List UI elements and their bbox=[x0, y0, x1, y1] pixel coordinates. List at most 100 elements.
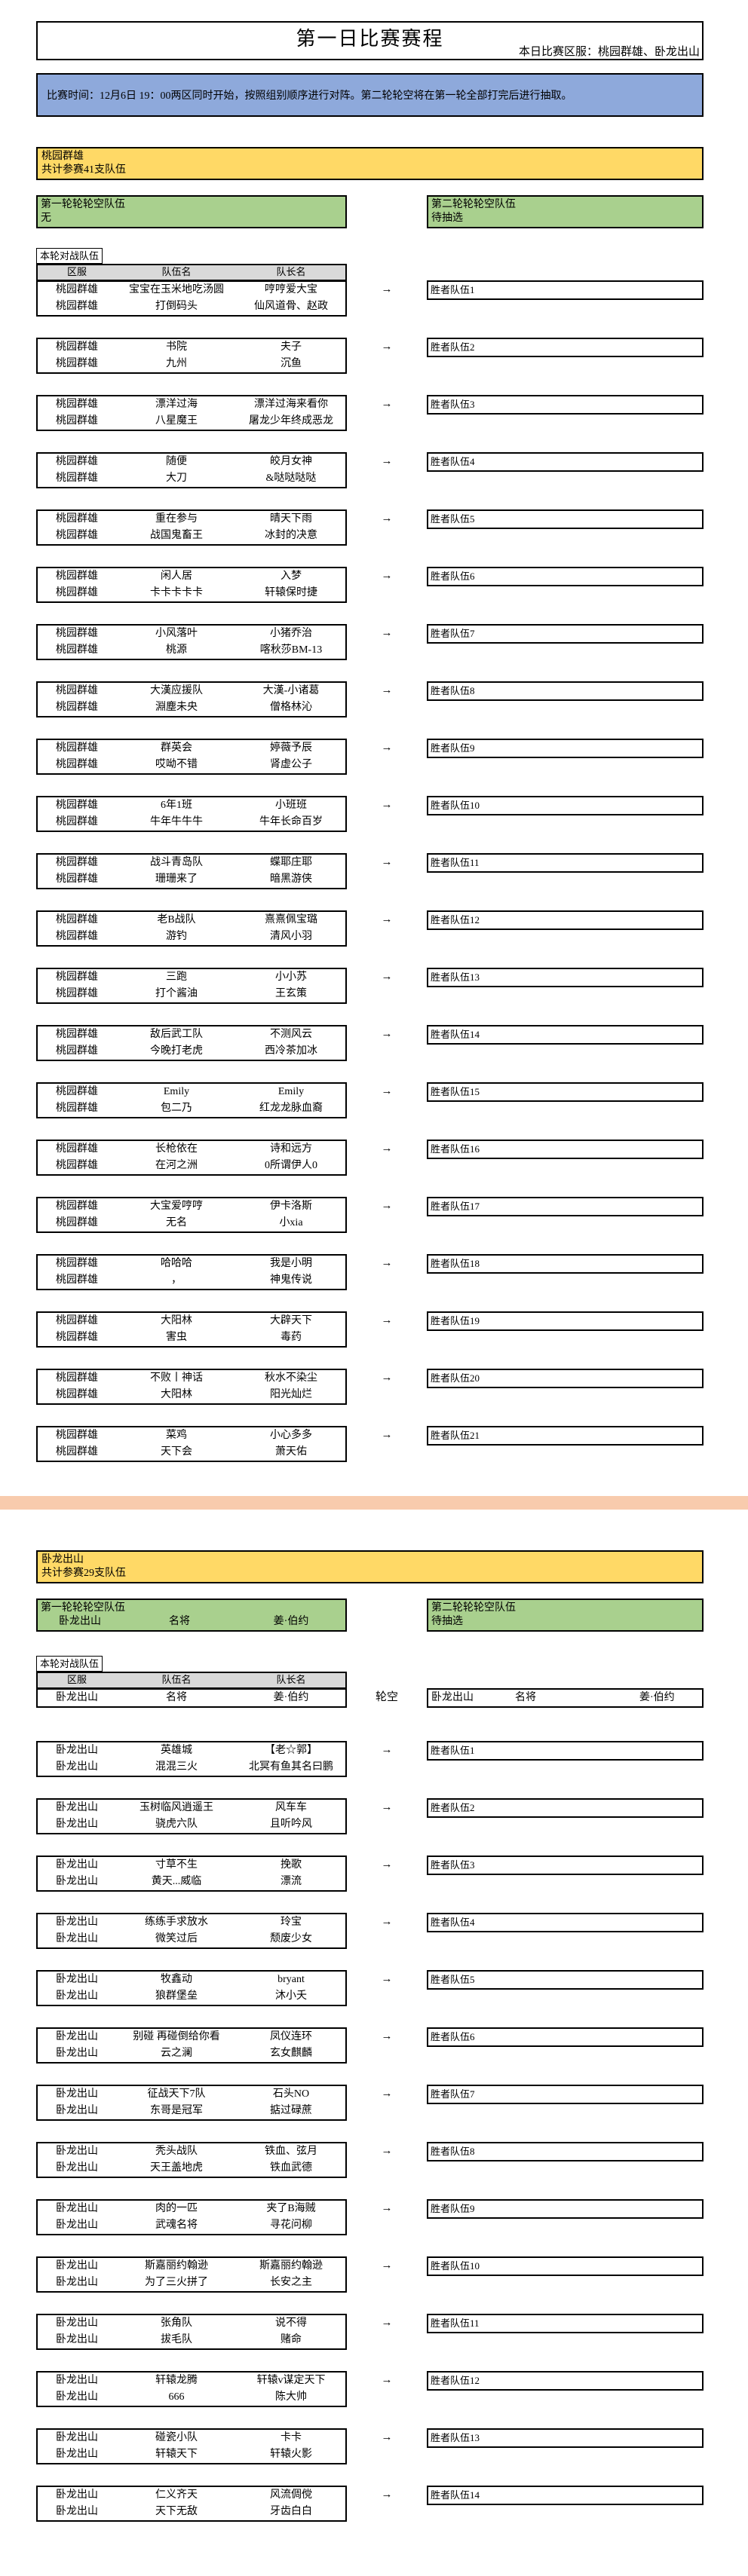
table-row: 卧龙出山 斯嘉丽约翰逊 斯嘉丽约翰逊 bbox=[38, 2258, 345, 2275]
match-teams-box: 卧龙出山 张角队 说不得 卧龙出山 拔毛队 赌命 bbox=[36, 2314, 347, 2350]
arrow-icon: → bbox=[381, 742, 393, 754]
winner-box: 胜者队伍1 bbox=[427, 280, 704, 300]
cell-team: 敌后武工队 bbox=[150, 1029, 203, 1040]
match-block: 桃园群雄 群英会 婷薇予辰 桃园群雄 哎呦不错 肾虚公子 → 胜者队伍9 bbox=[36, 739, 704, 775]
match-teams-box: 桃园群雄 群英会 婷薇予辰 桃园群雄 哎呦不错 肾虚公子 bbox=[36, 739, 347, 775]
cell-team: 今晚打老虎 bbox=[150, 1045, 203, 1057]
cell-team: 大阳林 bbox=[161, 1315, 192, 1326]
server-banner-count: 共计参赛29支队伍 bbox=[41, 1568, 126, 1579]
winner-box: 胜者队伍9 bbox=[427, 2199, 704, 2219]
cell-server: 桃园群雄 bbox=[56, 587, 98, 598]
cell-team: 群英会 bbox=[161, 742, 192, 754]
cell-team: 天下会 bbox=[161, 1446, 192, 1458]
cell-captain: 小心多多 bbox=[270, 1430, 312, 1441]
cell-server: 卧龙出山 bbox=[56, 2489, 98, 2501]
cell-captain: 轩辕火影 bbox=[270, 2449, 312, 2460]
server-banner-count: 共计参赛41支队伍 bbox=[41, 164, 126, 176]
match-teams-box: 卧龙出山 英雄城 【老☆郭】 卧龙出山 混混三火 北冥有鱼其名曰鹏 bbox=[36, 1741, 347, 1777]
table-row: 桃园群雄 大漢应援队 大漢-小诸葛 bbox=[38, 683, 345, 699]
cell-server: 桃园群雄 bbox=[56, 341, 98, 353]
cell-captain: 小小苏 bbox=[275, 971, 307, 983]
winner-box: 胜者队伍4 bbox=[427, 452, 704, 472]
cell-team: 为了三火拼了 bbox=[145, 2277, 208, 2288]
arrow-icon: → bbox=[381, 1143, 393, 1155]
match-block: 桃园群雄 大漢应援队 大漢-小诸葛 桃园群雄 淵塵未央 僧格林沁 → 胜者队伍8 bbox=[36, 681, 704, 717]
cell-team: 轩辕天下 bbox=[155, 2449, 198, 2460]
cell-team: 武魂名将 bbox=[155, 2220, 198, 2231]
match-block: 桃园群雄 敌后武工队 不测风云 桃园群雄 今晚打老虎 西冷茶加冰 → 胜者队伍1… bbox=[36, 1025, 704, 1061]
cell-captain: 蝶耶庄耶 bbox=[270, 857, 312, 868]
match-teams-box: 桃园群雄 菜鸡 小心多多 桃园群雄 天下会 萧天佑 bbox=[36, 1426, 347, 1462]
match-block: 卧龙出山 寸草不生 挽歌 卧龙出山 黄天...威临 漂流 → 胜者队伍3 bbox=[36, 1856, 704, 1892]
cell-server: 卧龙出山 bbox=[56, 1917, 98, 1928]
cell-server: 桃园群雄 bbox=[56, 873, 98, 885]
match-block: 卧龙出山 秃头战队 铁血、弦月 卧龙出山 天王盖地虎 铁血武德 → 胜者队伍8 bbox=[36, 2142, 704, 2178]
match-teams-box: 桃园群雄 随便 皎月女神 桃园群雄 大刀 &哒哒哒哒 bbox=[36, 452, 347, 488]
cell-server: 卧龙出山 bbox=[56, 2203, 98, 2214]
round2-bye-content: 待抽选 bbox=[431, 213, 463, 224]
match-block: 桃园群雄 重在参与 晴天下雨 桃园群雄 战国鬼畜王 冰封的决意 → 胜者队伍5 bbox=[36, 509, 704, 546]
cell-server: 卧龙出山 bbox=[56, 1990, 98, 2002]
table-row: 桃园群雄 游钓 清风小羽 bbox=[38, 929, 345, 945]
cell-captain: 长安之主 bbox=[270, 2277, 312, 2288]
cell-captain: 婷薇予辰 bbox=[270, 742, 312, 754]
arrow-icon: → bbox=[381, 1859, 393, 1871]
cell-captain: 秋水不染尘 bbox=[265, 1372, 317, 1384]
cell-team: 秃头战队 bbox=[155, 2146, 198, 2157]
match-block: 桃园群雄 书院 夫子 桃园群雄 九州 沉鱼 → 胜者队伍2 bbox=[36, 338, 704, 374]
match-block: 桃园群雄 战斗青岛队 蝶耶庄耶 桃园群雄 珊珊来了 暗黑游侠 → 胜者队伍11 bbox=[36, 853, 704, 889]
cell-captain: 铁血武德 bbox=[270, 2162, 312, 2174]
cell-server: 桃园群雄 bbox=[56, 1217, 98, 1228]
arrow-icon: → bbox=[381, 1744, 393, 1756]
table-row: 桃园群雄 打倒码头 仙风道骨、赵政 bbox=[38, 298, 345, 315]
match-block: 桃园群雄 长枪依在 诗和远方 桃园群雄 在河之洲 0所谓伊人0 → 胜者队伍16 bbox=[36, 1140, 704, 1176]
cell-captain: 伊卡洛斯 bbox=[270, 1201, 312, 1212]
servers-subtitle: 本日比赛区服：桃园群雄、卧龙出山 bbox=[518, 46, 700, 58]
cell-team: 混混三火 bbox=[155, 1761, 198, 1773]
round2-bye-box: 第二轮轮轮空队伍 待抽选 bbox=[427, 1599, 704, 1632]
server-banner: 卧龙出山 共计参赛29支队伍 bbox=[36, 1550, 704, 1583]
cell-server: 卧龙出山 bbox=[56, 2162, 98, 2174]
table-header: 区服 队伍名 队长名 bbox=[36, 264, 347, 280]
cell-team: 哎呦不错 bbox=[155, 759, 198, 770]
bye-banners: 第一轮轮轮空队伍 无 第二轮轮轮空队伍 待抽选 bbox=[36, 195, 704, 228]
cell-team: 桃源 bbox=[166, 644, 187, 656]
table-row: 桃园群雄 淵塵未央 僧格林沁 bbox=[38, 699, 345, 716]
page-title: 第一日比赛赛程 bbox=[296, 28, 444, 50]
cell-captain: 熹熹佩宝璐 bbox=[265, 914, 317, 925]
match-block: 卧龙出山 英雄城 【老☆郭】 卧龙出山 混混三火 北冥有鱼其名曰鹏 → 胜者队伍… bbox=[36, 1741, 704, 1777]
cell-team: 打个酱油 bbox=[155, 988, 198, 999]
cell-captain: 沉鱼 bbox=[280, 358, 302, 369]
header-captain: 队长名 bbox=[276, 266, 306, 277]
cell-server: 桃园群雄 bbox=[56, 914, 98, 925]
table-row: 卧龙出山 微笑过后 颓废少女 bbox=[38, 1931, 345, 1947]
table-row: 卧龙出山 张角队 说不得 bbox=[38, 2315, 345, 2332]
table-row: 桃园群雄 今晚打老虎 西冷茶加冰 bbox=[38, 1043, 345, 1060]
table-row: 桃园群雄 闲人居 入梦 bbox=[38, 568, 345, 585]
cell-team: 大阳林 bbox=[161, 1389, 192, 1400]
server-banner-name: 桃园群雄 bbox=[41, 151, 84, 162]
table-row: 卧龙出山 玉树临风逍遥王 风车车 bbox=[38, 1800, 345, 1816]
cell-team: 打倒码头 bbox=[155, 301, 198, 312]
winner-box: 胜者队伍1 bbox=[427, 1741, 704, 1761]
match-block: 卧龙出山 张角队 说不得 卧龙出山 拔毛队 赌命 → 胜者队伍11 bbox=[36, 2314, 704, 2350]
table-row: 桃园群雄 大阳林 阳光灿烂 bbox=[38, 1387, 345, 1403]
cell-server: 卧龙出山 bbox=[56, 2031, 98, 2042]
match-teams-box: 卧龙出山 轩辕龙腾 轩辕v谋定天下 卧龙出山 666 陈大帅 bbox=[36, 2371, 347, 2407]
cell-server: 桃园群雄 bbox=[56, 513, 98, 525]
round1-bye-box: 第一轮轮轮空队伍 卧龙出山 名将 姜·伯约 bbox=[36, 1599, 347, 1632]
match-block: 桃园群雄 不败丨神话 秋水不染尘 桃园群雄 大阳林 阳光灿烂 → 胜者队伍20 bbox=[36, 1369, 704, 1405]
cell-team: 珊珊来了 bbox=[155, 873, 198, 885]
cell-server: 桃园群雄 bbox=[56, 702, 98, 713]
arrow-icon: → bbox=[381, 971, 393, 983]
arrow-icon: → bbox=[381, 2431, 393, 2443]
table-row: 桃园群雄 害虫 毒药 bbox=[38, 1329, 345, 1346]
cell-team: 大漢应援队 bbox=[150, 685, 203, 696]
cell-server: 桃园群雄 bbox=[56, 1143, 98, 1155]
match-block: 桃园群雄 小风落叶 小猪乔治 桃园群雄 桃源 喀秋莎BM-13 → 胜者队伍7 bbox=[36, 624, 704, 660]
cell-captain: 红龙龙脉血裔 bbox=[259, 1103, 323, 1114]
cell-server: 桃园群雄 bbox=[56, 1029, 98, 1040]
winner-box: 胜者队伍2 bbox=[427, 1798, 704, 1818]
cell-team: 随便 bbox=[166, 456, 187, 467]
title-box: 第一日比赛赛程 本日比赛区服：桃园群雄、卧龙出山 bbox=[36, 21, 704, 60]
